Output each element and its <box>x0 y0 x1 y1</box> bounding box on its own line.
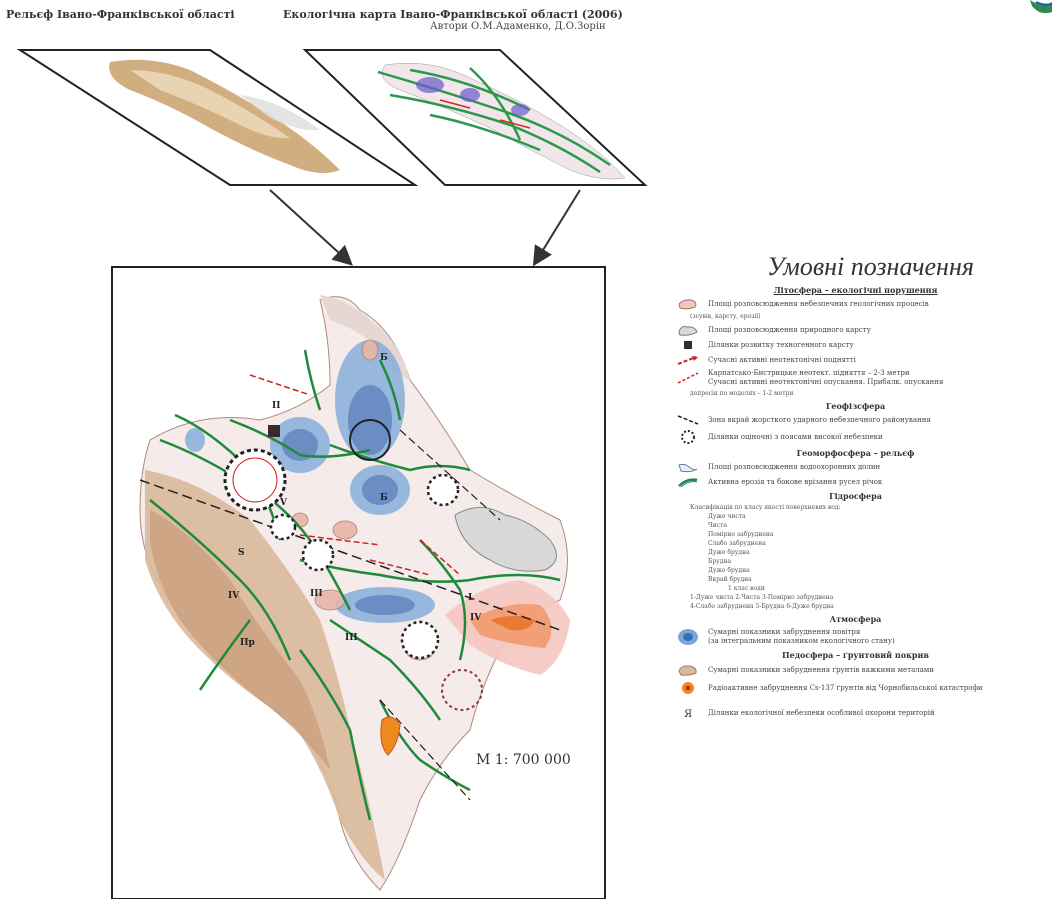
layer-arrows <box>269 189 581 267</box>
dark-square-icon <box>684 341 692 349</box>
green-erosion-icon <box>678 478 698 488</box>
legend-section-geophysics: Геофізсфера <box>825 401 886 411</box>
main-map: Б Б II III III IV IV V I S Пр <box>111 266 606 899</box>
dashed-line-icon <box>677 415 699 425</box>
red-fault-icon <box>677 356 698 365</box>
map-label: II <box>272 401 280 411</box>
legend-title: Умовні позначення <box>767 252 974 281</box>
legend-section-atmosphere: Атмосфера <box>829 614 882 624</box>
legend-item: Сумарні показники забруднення повітря (за… <box>668 627 1043 647</box>
legend-section-lithosphere: Літосфера – екологічні порушення <box>773 285 938 295</box>
uplift-icon <box>677 372 699 384</box>
legend-section-pedosphere: Педосфера – ґрунтовий покрив <box>782 650 929 660</box>
map-label: IV <box>228 591 240 601</box>
map-scale: M 1: 700 000 <box>476 752 571 768</box>
corner-logo-icon <box>1030 0 1052 14</box>
pink-area-icon <box>678 299 697 310</box>
legend-item: Я Ділянки екологічної небезпеки особливо… <box>668 706 1043 721</box>
relief-layer-panel <box>16 49 419 186</box>
legend-item: Площі розповсюдження небезпечних геологі… <box>668 298 1043 310</box>
relief-map-title: Рельєф Івано-Франківської області <box>6 8 235 21</box>
legend-item: Ділянки оціночні з поясами високої небез… <box>668 429 1043 445</box>
map-label: IV <box>470 613 482 623</box>
legend-item: Площі розповсюдження водоохоронних долин <box>668 461 1043 473</box>
legend-item: Ділянки розвитку техногенного карсту <box>668 339 1043 351</box>
legend-item: Активна ерозія та бокове врізання русел … <box>668 476 1043 488</box>
geophysics-circles <box>223 419 483 711</box>
danger-circle-icon <box>681 430 695 444</box>
eco-layer-panel <box>302 49 648 186</box>
blue-pollution-icon <box>678 629 698 645</box>
legend-item: Сучасні активні неотектонічні поднятті <box>668 354 1043 366</box>
soil-area-icon <box>678 665 697 676</box>
eco-map-authors: Автори О.М.Адаменко, Д.О.Зорін <box>430 21 606 32</box>
grey-area-icon <box>678 326 698 336</box>
legend-section-geomorph: Геоморфосфера – рельєф <box>796 448 915 458</box>
map-label: V <box>279 498 288 508</box>
map-label: I <box>468 593 472 603</box>
map-label: Пр <box>240 638 255 648</box>
legend-item: Площі розповсюдження природного карсту <box>668 324 1043 336</box>
legend-item: Карпатсько-Бистрицьке неотект. підняття … <box>668 369 1043 387</box>
svg-text:Я: Я <box>684 709 692 720</box>
radiation-icon <box>682 682 694 694</box>
map-label: III <box>310 589 323 599</box>
legend-item: Зона вкрай жорсткого ударного небезпечно… <box>668 414 1043 426</box>
legend-item: Сумарні показники забруднення ґрунтів ва… <box>668 663 1043 677</box>
map-label: III <box>345 633 358 643</box>
protected-area-icon: Я <box>684 709 692 720</box>
legend: Умовні позначення Літосфера – екологічні… <box>668 252 1043 723</box>
map-label: Б <box>380 353 388 363</box>
legend-section-hydrosphere: Гідросфера <box>829 491 882 501</box>
map-label: Б <box>380 493 388 503</box>
eco-map-title: Екологічна карта Івано-Франківської обла… <box>283 8 623 21</box>
map-label: S <box>238 548 245 558</box>
legend-item: Радіоактивне забруднення Cs-137 ґрунтів … <box>668 680 1043 696</box>
valley-area-icon <box>678 463 698 473</box>
